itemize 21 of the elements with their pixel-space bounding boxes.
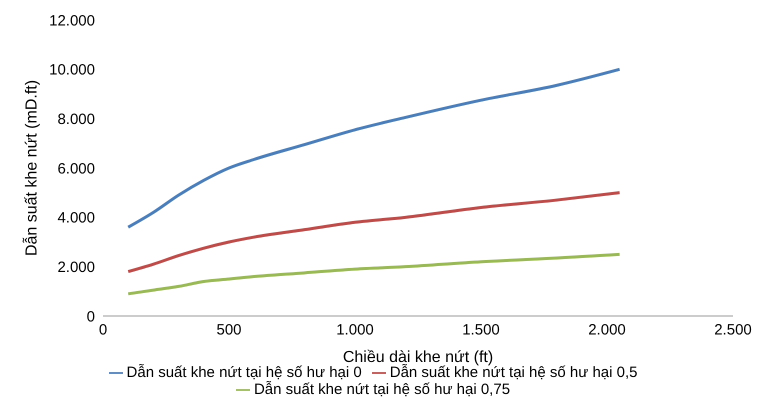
line-series [126, 191, 622, 274]
legend-label: Dẫn suất khe nứt tại hệ số hư hại 0,75 [254, 381, 510, 398]
y-axis-title: Dẫn suất khe nứt (mD.ft) [22, 80, 41, 256]
x-tick-label: 500 [216, 322, 242, 339]
y-tick-label: 2.000 [57, 258, 95, 276]
x-axis-title: Chiều dài khe nứt (ft) [342, 349, 494, 366]
y-tick-label: 6.000 [57, 160, 95, 178]
y-tick-label: 10.000 [49, 62, 95, 79]
y-tick-label: 12.000 [49, 12, 95, 30]
x-tick-label: 1.500 [462, 322, 500, 339]
x-tick-label: 2.000 [588, 322, 626, 339]
line-series [126, 252, 622, 296]
x-tick-label: 2.500 [714, 322, 752, 339]
y-tick-label: 4.000 [57, 210, 95, 227]
line-series [126, 68, 622, 229]
y-tick-label: 8.000 [57, 110, 95, 128]
legend-label: Dẫn suất khe nứt tại hệ số hư hại 0 [126, 364, 362, 381]
x-tick-label: 1.000 [336, 322, 374, 339]
y-tick-label: 0 [86, 308, 95, 326]
x-tick-label: 0 [98, 322, 108, 339]
legend-label: Dẫn suất khe nứt tại hệ số hư hại 0,5 [390, 364, 638, 381]
